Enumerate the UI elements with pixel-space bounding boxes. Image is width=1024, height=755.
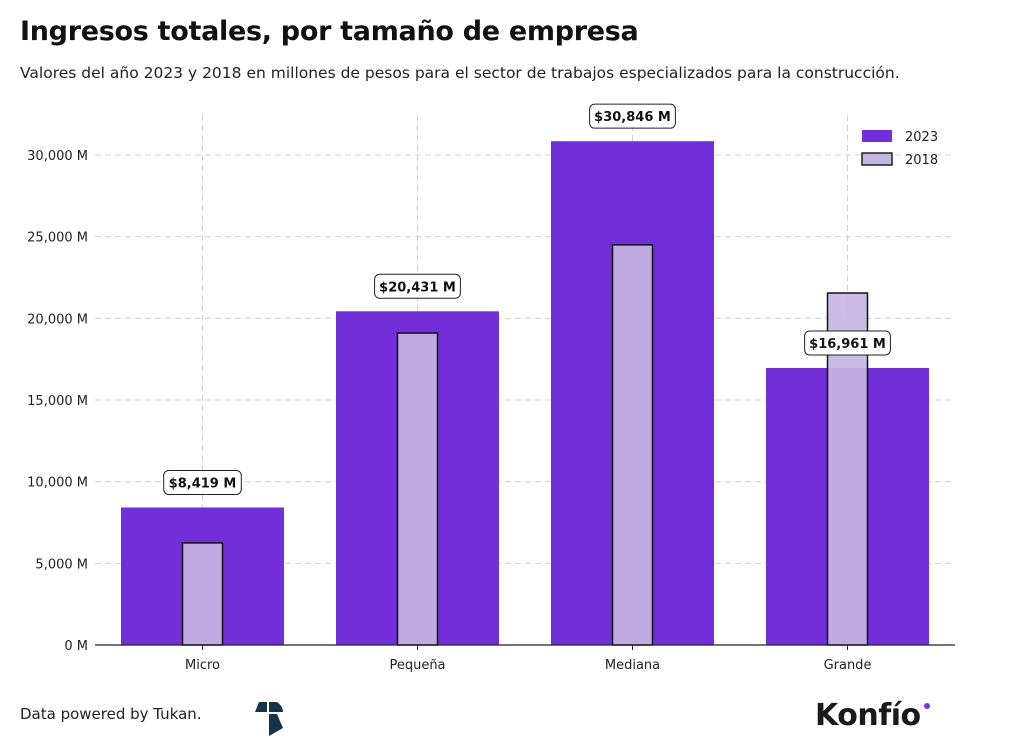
x-tick-label: Grande [824, 658, 872, 673]
legend-swatch-2023 [862, 130, 892, 142]
chart-subtitle: Valores del año 2023 y 2018 en millones … [20, 64, 900, 82]
data-label-box [589, 103, 676, 129]
y-tick-label: 0 M [64, 639, 88, 654]
konfio-logo-dot [924, 703, 930, 709]
y-tick-label: 10,000 M [27, 476, 88, 491]
y-tick-label: 15,000 M [27, 394, 88, 409]
data-label: $16,961 M [809, 337, 886, 352]
konfio-logo: Konfío [815, 698, 921, 733]
legend-label-2023: 2023 [905, 130, 938, 145]
bar-2018 [611, 244, 654, 646]
data-credit: Data powered by Tukan. [20, 705, 202, 723]
x-tick-label: Micro [185, 658, 220, 673]
data-label-box [163, 469, 242, 495]
chart-title: Ingresos totales, por tamaño de empresa [20, 16, 639, 47]
x-tick-label: Mediana [605, 658, 660, 673]
data-label-box [374, 273, 461, 299]
y-tick-label: 20,000 M [27, 312, 88, 327]
data-label: $8,419 M [169, 476, 237, 491]
data-label-box [804, 330, 891, 356]
tukan-logo-icon [255, 702, 283, 736]
x-tick-label: Pequeña [389, 658, 445, 673]
data-label: $30,846 M [594, 110, 671, 125]
data-label: $20,431 M [379, 280, 456, 295]
bar-2018 [396, 332, 439, 646]
y-tick-label: 5,000 M [35, 557, 88, 572]
y-tick-label: 30,000 M [27, 149, 88, 164]
y-tick-label: 25,000 M [27, 231, 88, 246]
legend-label-2018: 2018 [905, 153, 938, 168]
legend-swatch-2018 [861, 152, 893, 166]
bar-2018 [181, 542, 224, 646]
